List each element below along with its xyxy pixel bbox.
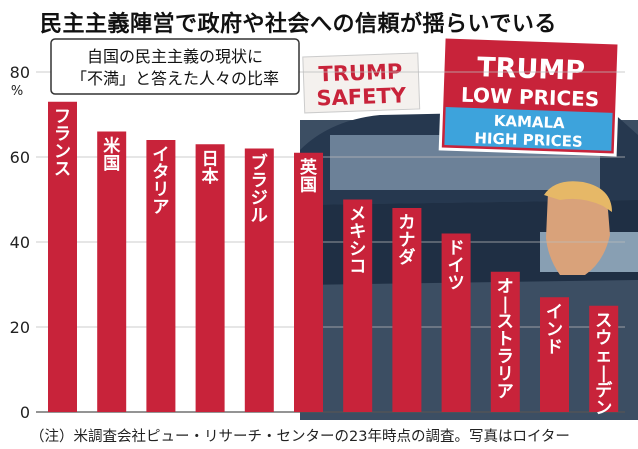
y-tick-label-60: 60 [10, 148, 30, 167]
sign1-line1: TRUMP [318, 60, 403, 87]
category-label-8: ドイツ [448, 239, 465, 294]
category-label-6: メキシコ [349, 205, 366, 278]
bar-11 [589, 305, 619, 412]
y-axis: 0 20 40 60 80 [10, 63, 30, 422]
category-label-7: カナダ [398, 213, 415, 268]
chart-title: 民主主義陣営で政府や社会への信頼が揺らいでいる [40, 12, 557, 37]
bar-3 [195, 144, 225, 412]
y-unit-label: % [11, 84, 23, 99]
sign1-line2: SAFETY [316, 83, 407, 110]
y-tick-label-20: 20 [10, 318, 30, 337]
bar-7 [392, 208, 422, 412]
y-tick-label-80: 80 [10, 63, 30, 82]
category-label-10: インド [546, 302, 563, 357]
bar-0 [48, 101, 77, 412]
category-label-3: 日本 [202, 149, 219, 187]
sign2-line1: TRUMP [477, 52, 586, 87]
bar-5 [294, 152, 323, 412]
bar-2 [146, 140, 176, 412]
category-label-11: スウェ|デン [595, 311, 613, 419]
bar-8 [441, 233, 471, 412]
category-label-9: オ|ストラリア [497, 277, 514, 402]
y-tick-label-0: 0 [20, 403, 30, 422]
bar-4 [244, 148, 274, 412]
category-label-0: フランス [54, 107, 71, 180]
category-label-2: イタリア [152, 145, 169, 218]
chart-subtitle-box: 自国の民主主義の現状に 「不満」と答えた人々の比率 [50, 38, 300, 95]
sign2-line2: LOW PRICES [461, 83, 600, 112]
y-tick-label-40: 40 [10, 233, 30, 252]
footnote: （注）米調査会社ピュー・リサーチ・センターの23年時点の調査。写真はロイター [30, 429, 570, 445]
bars: フランス 米国 イタリア 日本 ブラジル 英国メキシコ カナダ ドイツオ|ストラリア インド スウ… [48, 101, 619, 419]
chart-subtitle-line-2: 「不満」と答えた人々の比率 [71, 69, 279, 88]
category-label-5: 英国 [300, 157, 318, 196]
chart-subtitle-line-1: 自国の民主主義の現状に [87, 47, 263, 66]
bar-1 [97, 131, 127, 412]
sign2-line4: HIGH PRICES [474, 129, 583, 151]
bar-9 [490, 271, 520, 412]
bar-10 [540, 297, 569, 412]
sign2-line3: KAMALA [493, 112, 565, 132]
bar-6 [343, 199, 373, 412]
category-label-4: ブラジル [251, 153, 268, 227]
category-label-1: 米国 [103, 136, 121, 175]
